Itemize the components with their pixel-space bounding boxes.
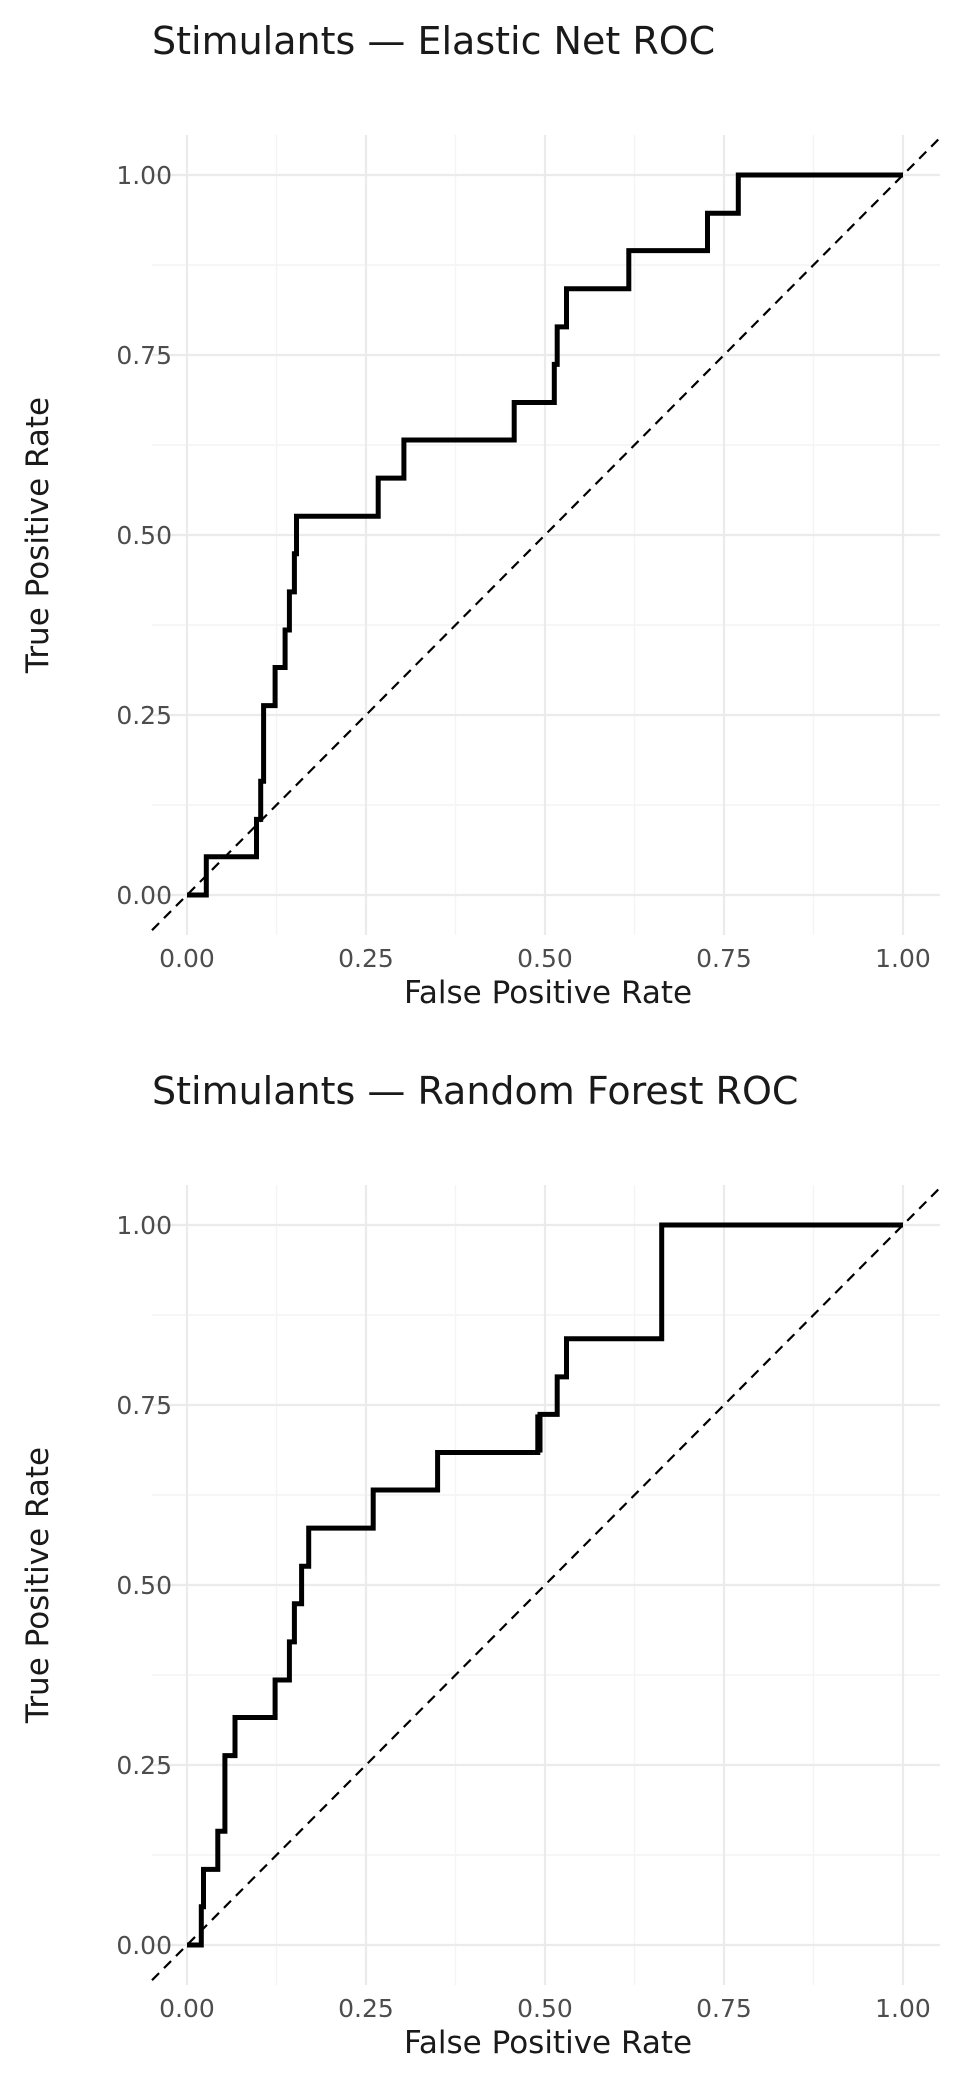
x-tick-label: 1.00 bbox=[875, 944, 931, 973]
x-tick-label: 0.25 bbox=[338, 1994, 394, 2023]
x-tick-label: 0.75 bbox=[696, 944, 752, 973]
random-forest-roc-chart: Stimulants — Random Forest ROC 0.00 0.25 0… bbox=[0, 1050, 962, 2100]
y-tick-label: 0.25 bbox=[116, 1751, 172, 1780]
roc-curve-line bbox=[187, 1222, 903, 1948]
chart-title: Stimulants — Elastic Net ROC bbox=[152, 19, 715, 63]
y-tick-label: 0.50 bbox=[116, 1571, 172, 1600]
x-tick-label: 0.25 bbox=[338, 944, 394, 973]
elastic-net-roc-chart: Stimulants — Elastic Net ROC 0.00 0.25 0.5… bbox=[20, 19, 941, 1011]
chart-title: Stimulants — Random Forest ROC bbox=[152, 1069, 798, 1113]
x-axis-title: False Positive Rate bbox=[404, 2025, 692, 2061]
y-tick-label: 0.75 bbox=[116, 341, 172, 370]
y-tick-label: 0.00 bbox=[116, 1931, 172, 1960]
y-tick-label: 0.00 bbox=[116, 881, 172, 910]
y-axis-title: True Positive Rate bbox=[20, 1447, 56, 1724]
x-tick-label: 0.50 bbox=[517, 944, 573, 973]
y-tick-label: 0.25 bbox=[116, 701, 172, 730]
x-axis-title: False Positive Rate bbox=[404, 975, 692, 1011]
x-tick-label: 0.00 bbox=[159, 944, 215, 973]
y-tick-label: 1.00 bbox=[116, 1211, 172, 1240]
x-tick-label: 0.00 bbox=[159, 1994, 215, 2023]
y-tick-label: 1.00 bbox=[116, 161, 172, 190]
random-forest-roc-svg: Stimulants — Random Forest ROC 0.00 0.25 0… bbox=[20, 1069, 941, 2061]
x-tick-label: 1.00 bbox=[875, 1994, 931, 2023]
elastic-net-roc-svg: Stimulants — Elastic Net ROC 0.00 0.25 0.5… bbox=[20, 19, 941, 1011]
x-tick-label: 0.75 bbox=[696, 1994, 752, 2023]
x-tick-label: 0.50 bbox=[517, 1994, 573, 2023]
y-tick-label: 0.75 bbox=[116, 1391, 172, 1420]
roc-curve-line bbox=[187, 172, 903, 898]
y-tick-label: 0.50 bbox=[116, 521, 172, 550]
y-axis-title: True Positive Rate bbox=[20, 397, 56, 674]
